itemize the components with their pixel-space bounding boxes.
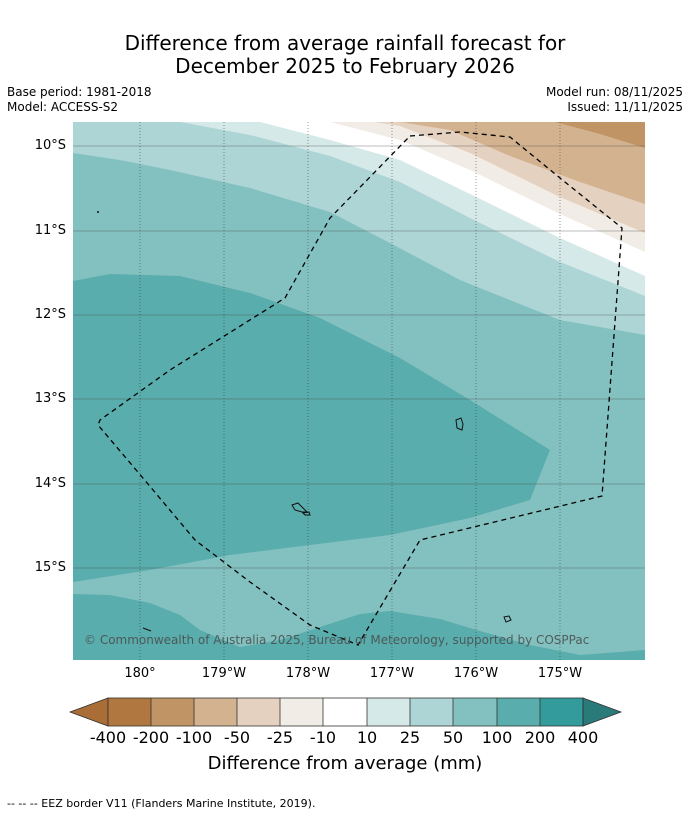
colorbar-title: Difference from average (mm) [207,753,483,774]
colorbar-label: 25 [399,728,421,747]
meta-left: Base period: 1981-2018 Model: ACCESS-S2 [7,85,152,115]
colorbar-label: 200 [524,728,556,747]
meta-right: Model run: 08/11/2025 Issued: 11/11/2025 [546,85,683,115]
colorbar-label: -50 [223,728,251,747]
colorbar-label: 400 [567,728,599,747]
lon-label: 175°W [537,666,583,681]
island-outline [455,417,464,431]
base-period: Base period: 1981-2018 [7,85,152,99]
colorbar-label: 10 [356,728,378,747]
eez-legend: -- -- -- EEZ border V11 (Flanders Marine… [7,797,316,810]
band-minus-100 [400,122,645,204]
lat-label: 12°S [34,307,66,322]
island-outline [142,627,152,632]
map-title: Difference from average rainfall forecas… [0,32,690,78]
title-line-2: December 2025 to February 2026 [175,54,515,78]
island-outline [503,615,512,623]
lon-label: 180° [124,666,156,681]
band-100-main [73,274,550,582]
lon-label: 179°W [201,666,247,681]
colorbar-low-arrow [68,697,109,727]
eez-border [97,131,623,646]
colorbar-label: -200 [132,728,170,747]
colorbar-label: -10 [309,728,337,747]
island-outline [301,511,311,516]
lat-label: 10°S [34,138,66,153]
lat-label: 15°S [34,560,66,575]
lat-label: 13°S [34,391,66,406]
lat-label: 11°S [34,223,66,238]
lat-label: 14°S [34,476,66,491]
lon-label: 177°W [369,666,415,681]
band-100-south [73,594,645,660]
colorbar-label: -100 [175,728,213,747]
colorbar-high-arrow [582,697,623,727]
lon-label: 176°W [453,666,499,681]
title-line-1: Difference from average rainfall forecas… [124,31,566,55]
model-name: Model: ACCESS-S2 [7,100,119,114]
island-dot [97,211,99,213]
copyright-notice: © Commonwealth of Australia 2025, Bureau… [84,633,590,647]
colorbar-label: -25 [266,728,294,747]
model-run: Model run: 08/11/2025 [545,85,683,99]
colorbar-label: 50 [442,728,464,747]
band-minus-200 [555,122,645,148]
lon-label: 178°W [285,666,331,681]
colorbar-label: -400 [89,728,127,747]
rainfall-field [73,122,645,660]
issued-date: Issued: 11/11/2025 [567,100,683,114]
colorbar-label: 100 [481,728,513,747]
colorbar [68,697,623,727]
grid-lines [73,145,645,569]
